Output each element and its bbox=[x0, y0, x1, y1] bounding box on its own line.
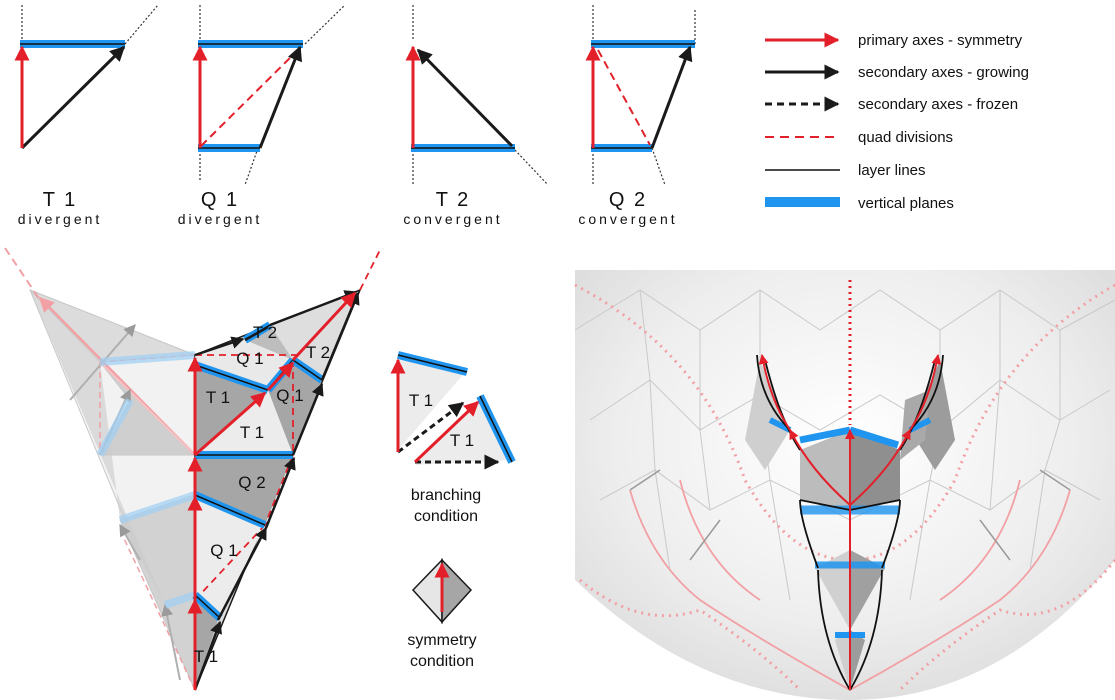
symmetry-caption-2: condition bbox=[410, 653, 474, 670]
symmetry-condition: symmetry condition bbox=[407, 558, 477, 670]
quad-division bbox=[200, 49, 299, 147]
type-q2-name: Q 2 bbox=[609, 189, 647, 211]
cell-label: T 1 bbox=[206, 388, 230, 407]
cell-q1-right bbox=[268, 360, 322, 455]
cell-label: T 2 bbox=[306, 343, 330, 362]
cell-label: Q 1 bbox=[236, 349, 263, 368]
cell-label: T 2 bbox=[253, 323, 277, 342]
quad-division bbox=[597, 49, 651, 146]
branching-caption-2: condition bbox=[414, 508, 478, 525]
cell-q1-lower bbox=[195, 495, 265, 620]
legend-layer: layer lines bbox=[858, 162, 926, 179]
cell-q2 bbox=[195, 455, 293, 525]
symmetry-caption-1: symmetry bbox=[407, 632, 476, 649]
legend-quad: quad divisions bbox=[858, 129, 953, 146]
growth-diagram: T 2 Q 1 T 2 T 1 Q 1 T 1 Q 2 Q 1 T 1 bbox=[4, 247, 381, 691]
secondary-axis bbox=[258, 45, 303, 149]
branching-condition: T 1 T 1 branching condition bbox=[390, 351, 516, 525]
cell-label: Q 2 bbox=[238, 473, 265, 492]
legend-growing: secondary axes - growing bbox=[858, 64, 1029, 81]
type-t2-name: T 2 bbox=[436, 189, 471, 211]
cell-t1-mid bbox=[195, 390, 293, 455]
branching-label-1: T 1 bbox=[409, 391, 433, 410]
type-t1-name: T 1 bbox=[43, 189, 78, 211]
legend-frozen: secondary axes - frozen bbox=[858, 96, 1018, 113]
cell-label: Q 1 bbox=[276, 386, 303, 405]
cell-label: T 1 bbox=[194, 647, 218, 666]
secondary-axis bbox=[20, 45, 126, 150]
secondary-axis bbox=[650, 45, 693, 149]
type-q1-name: Q 1 bbox=[201, 189, 239, 211]
branching-label-2: T 1 bbox=[450, 431, 474, 450]
branching-caption-1: branching bbox=[411, 487, 481, 504]
type-q2 bbox=[585, 5, 696, 186]
legend-planes: vertical planes bbox=[858, 195, 954, 212]
type-q1-sub: divergent bbox=[178, 211, 263, 227]
type-t1-sub: divergent bbox=[18, 211, 103, 227]
type-t2 bbox=[405, 5, 549, 186]
type-t1 bbox=[14, 4, 159, 150]
type-q1 bbox=[192, 4, 346, 186]
cell-label: Q 1 bbox=[210, 541, 237, 560]
legend: primary axes - symmetry secondary axes -… bbox=[765, 32, 1029, 212]
cell-q1-top bbox=[195, 340, 293, 390]
type-q2-sub: convergent bbox=[578, 211, 677, 227]
cell-label: T 1 bbox=[240, 423, 264, 442]
secondary-axis bbox=[416, 48, 514, 148]
legend-primary: primary axes - symmetry bbox=[858, 32, 1023, 49]
type-t2-sub: convergent bbox=[403, 211, 502, 227]
shell-render bbox=[574, 265, 1115, 700]
